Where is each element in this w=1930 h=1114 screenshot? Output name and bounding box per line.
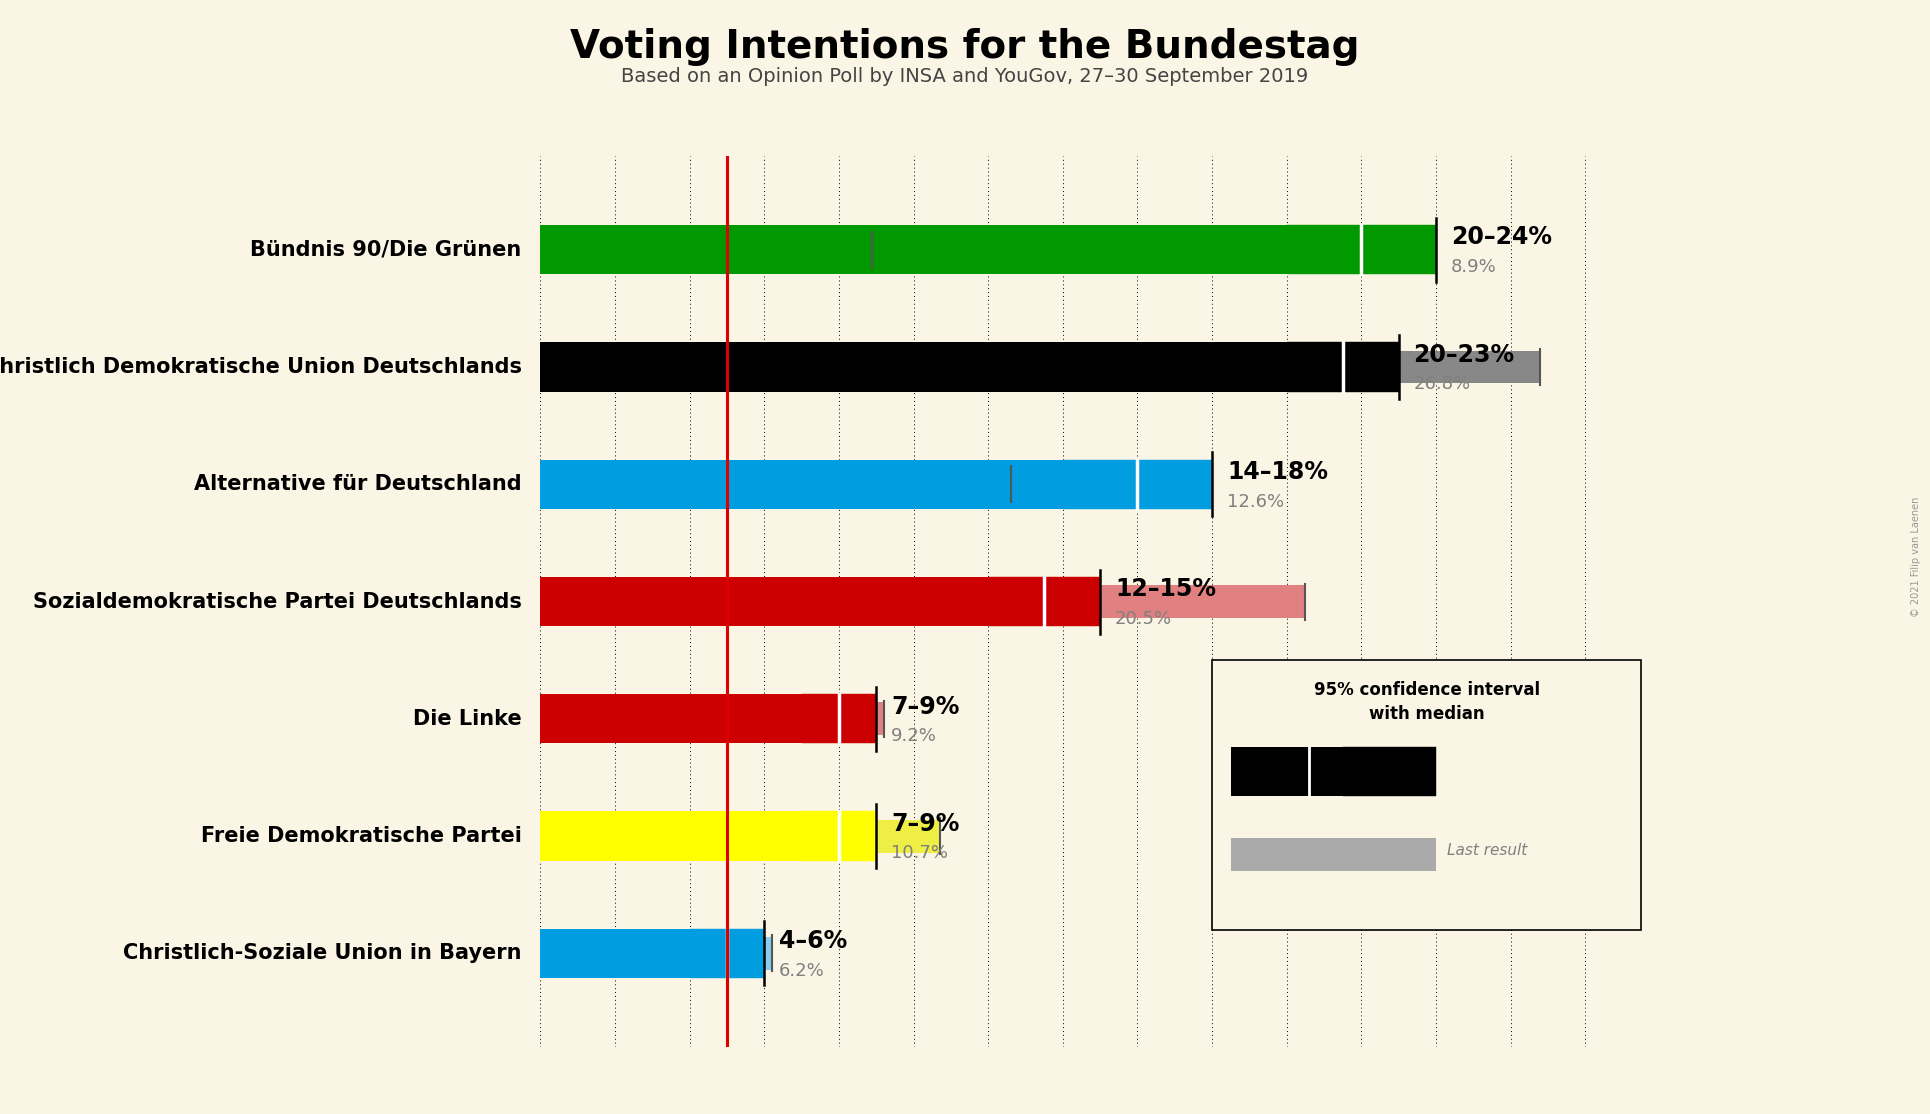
Text: 14–18%: 14–18% (1227, 460, 1328, 483)
Bar (1343, 747, 1436, 797)
Text: 95% confidence interval
with median: 95% confidence interval with median (1314, 682, 1540, 723)
Text: 20.5%: 20.5% (1116, 609, 1172, 628)
Text: Based on an Opinion Poll by INSA and YouGov, 27–30 September 2019: Based on an Opinion Poll by INSA and You… (621, 67, 1309, 86)
Text: Last result: Last result (1448, 842, 1527, 858)
Bar (1231, 747, 1343, 797)
Bar (540, 585, 1305, 618)
Bar (540, 233, 872, 266)
Bar (1287, 342, 1399, 392)
Text: 26.8%: 26.8% (1413, 375, 1471, 393)
Bar (1231, 839, 1436, 871)
Text: Voting Intentions for the Bundestag: Voting Intentions for the Bundestag (569, 28, 1361, 66)
Text: 12.6%: 12.6% (1227, 492, 1283, 510)
Text: Christlich Demokratische Union Deutschlands: Christlich Demokratische Union Deutschla… (0, 356, 521, 377)
Text: Freie Demokratische Partei: Freie Demokratische Partei (201, 827, 521, 847)
Text: © 2021 Filip van Laenen: © 2021 Filip van Laenen (1911, 497, 1922, 617)
Bar (540, 811, 801, 861)
Bar (540, 342, 1287, 392)
Text: Sozialdemokratische Partei Deutschlands: Sozialdemokratische Partei Deutschlands (33, 592, 521, 612)
Bar (540, 820, 940, 852)
Bar (540, 937, 772, 970)
Text: 20–24%: 20–24% (1451, 225, 1552, 250)
Bar (801, 694, 876, 743)
Bar (540, 351, 1540, 383)
Text: 20–23%: 20–23% (1413, 343, 1515, 367)
Bar (540, 460, 1063, 509)
Bar (1287, 225, 1436, 274)
Bar (540, 703, 884, 735)
Text: 12–15%: 12–15% (1116, 577, 1216, 602)
Bar (540, 694, 801, 743)
Text: Alternative für Deutschland: Alternative für Deutschland (195, 475, 521, 495)
Bar (540, 577, 988, 626)
Bar (689, 929, 764, 978)
Text: 7–9%: 7–9% (892, 694, 959, 719)
Text: 6.2%: 6.2% (780, 961, 824, 979)
Bar (801, 811, 876, 861)
Text: 4–6%: 4–6% (780, 929, 847, 954)
Text: Die Linke: Die Linke (413, 709, 521, 729)
Bar (1063, 460, 1212, 509)
Bar (540, 225, 1287, 274)
Bar (1212, 661, 1640, 930)
Text: 8.9%: 8.9% (1451, 258, 1496, 276)
Bar (540, 929, 689, 978)
Bar (988, 577, 1100, 626)
Bar (540, 468, 1011, 500)
Text: 9.2%: 9.2% (892, 727, 938, 745)
Text: Bündnis 90/Die Grünen: Bündnis 90/Die Grünen (251, 240, 521, 260)
Text: Christlich-Soziale Union in Bayern: Christlich-Soziale Union in Bayern (124, 944, 521, 964)
Text: 10.7%: 10.7% (892, 844, 948, 862)
Text: 7–9%: 7–9% (892, 812, 959, 836)
